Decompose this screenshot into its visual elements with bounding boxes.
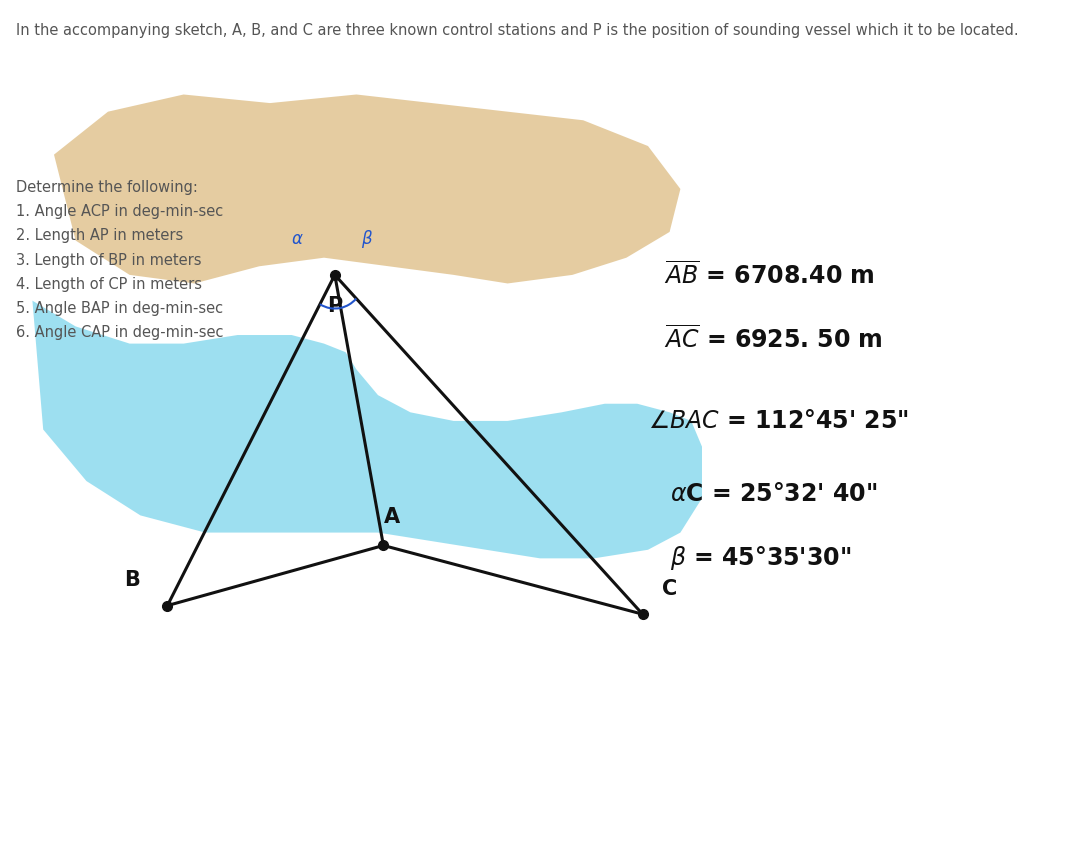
Text: $\overline{AB}$ = 6708.40 m: $\overline{AB}$ = 6708.40 m: [664, 261, 875, 289]
Text: $\alpha$: $\alpha$: [291, 230, 303, 247]
Text: 3. Length of BP in meters: 3. Length of BP in meters: [16, 253, 202, 267]
Text: $\beta$ = 45°35'30": $\beta$ = 45°35'30": [670, 545, 851, 572]
Text: In the accompanying sketch, A, B, and C are three known control stations and P i: In the accompanying sketch, A, B, and C …: [16, 22, 1018, 38]
Text: 4. Length of CP in meters: 4. Length of CP in meters: [16, 277, 202, 291]
Text: Determine the following:: Determine the following:: [16, 180, 198, 195]
Text: C: C: [662, 579, 677, 599]
Text: B: B: [124, 570, 140, 590]
Text: $\overline{AC}$ = 6925. 50 m: $\overline{AC}$ = 6925. 50 m: [664, 326, 883, 353]
Text: 5. Angle BAP in deg-min-sec: 5. Angle BAP in deg-min-sec: [16, 301, 224, 315]
Text: A: A: [384, 507, 400, 527]
Text: $\alpha$C = 25°32' 40": $\alpha$C = 25°32' 40": [670, 482, 877, 506]
Text: $\angle BAC$ = 112°45' 25": $\angle BAC$ = 112°45' 25": [648, 409, 908, 433]
Text: 1. Angle ACP in deg-min-sec: 1. Angle ACP in deg-min-sec: [16, 204, 224, 219]
Polygon shape: [54, 94, 680, 283]
Text: 6. Angle CAP in deg-min-sec: 6. Angle CAP in deg-min-sec: [16, 325, 224, 339]
Text: $\beta$: $\beta$: [361, 228, 374, 250]
Text: P: P: [327, 296, 342, 316]
Text: 2. Length AP in meters: 2. Length AP in meters: [16, 228, 184, 243]
Polygon shape: [32, 301, 702, 558]
